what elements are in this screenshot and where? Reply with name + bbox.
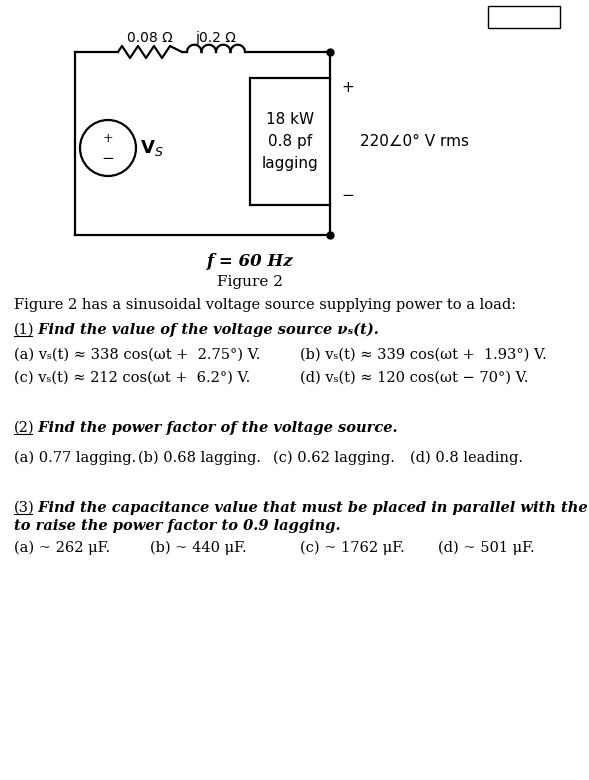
Text: (d) ~ 501 μF.: (d) ~ 501 μF. xyxy=(438,541,535,555)
Text: (c) 0.62 lagging.: (c) 0.62 lagging. xyxy=(273,451,395,465)
Text: $\bf{V}_{\it{S}}$: $\bf{V}_{\it{S}}$ xyxy=(140,138,164,158)
Text: (c) vₛ(t) ≈ 212 cos(ωt +  6.2°) V.: (c) vₛ(t) ≈ 212 cos(ωt + 6.2°) V. xyxy=(14,371,250,385)
Text: (b) ~ 440 μF.: (b) ~ 440 μF. xyxy=(150,541,247,555)
Text: (c) ~ 1762 μF.: (c) ~ 1762 μF. xyxy=(300,541,405,555)
Text: (a) ~ 262 μF.: (a) ~ 262 μF. xyxy=(14,541,110,555)
Text: (1): (1) xyxy=(14,323,35,337)
Text: (3): (3) xyxy=(14,501,35,515)
Text: Find the capacitance value that must be placed in parallel with the 18 kW load i: Find the capacitance value that must be … xyxy=(33,501,589,515)
Text: (b) 0.68 lagging.: (b) 0.68 lagging. xyxy=(138,451,261,465)
Text: j0.2 Ω: j0.2 Ω xyxy=(196,31,236,45)
Text: +: + xyxy=(102,132,113,144)
Text: +: + xyxy=(342,80,355,95)
Text: lagging: lagging xyxy=(262,156,319,171)
Text: 18 kW: 18 kW xyxy=(266,112,314,127)
Bar xyxy=(250,78,330,205)
Text: 220∠0° V rms: 220∠0° V rms xyxy=(360,134,469,149)
Text: Figure 2: Figure 2 xyxy=(217,275,283,289)
Text: (d) 0.8 leading.: (d) 0.8 leading. xyxy=(410,451,523,465)
Text: Find the power factor of the voltage source.: Find the power factor of the voltage sou… xyxy=(33,421,398,435)
Text: to raise the power factor to 0.9 lagging.: to raise the power factor to 0.9 lagging… xyxy=(14,519,340,533)
Text: (b) vₛ(t) ≈ 339 cos(ωt +  1.93°) V.: (b) vₛ(t) ≈ 339 cos(ωt + 1.93°) V. xyxy=(300,348,547,362)
Text: −: − xyxy=(102,152,114,166)
Text: (2): (2) xyxy=(14,421,35,435)
Text: 0.8 pf: 0.8 pf xyxy=(268,134,312,149)
Bar xyxy=(488,6,560,28)
Text: (a) 0.77 lagging.: (a) 0.77 lagging. xyxy=(14,451,136,465)
Text: (a) vₛ(t) ≈ 338 cos(ωt +  2.75°) V.: (a) vₛ(t) ≈ 338 cos(ωt + 2.75°) V. xyxy=(14,348,260,362)
Text: (d) vₛ(t) ≈ 120 cos(ωt − 70°) V.: (d) vₛ(t) ≈ 120 cos(ωt − 70°) V. xyxy=(300,371,528,385)
Text: Find the value of the voltage source νₛ(t).: Find the value of the voltage source νₛ(… xyxy=(33,323,379,337)
Text: 0.08 Ω: 0.08 Ω xyxy=(127,31,173,45)
Text: Figure 2 has a sinusoidal voltage source supplying power to a load:: Figure 2 has a sinusoidal voltage source… xyxy=(14,298,516,312)
Text: −: − xyxy=(342,187,355,203)
Text: f = 60 Hz: f = 60 Hz xyxy=(207,254,293,271)
